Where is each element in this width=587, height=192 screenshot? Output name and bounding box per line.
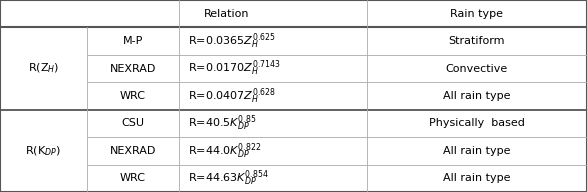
- Text: Relation: Relation: [204, 9, 249, 19]
- Text: R=0.0170$Z_{H}^{\mathregular{0.7143}}$: R=0.0170$Z_{H}^{\mathregular{0.7143}}$: [188, 59, 280, 78]
- Text: R=40.5$K_{DP}^{\mathregular{0.85}}$: R=40.5$K_{DP}^{\mathregular{0.85}}$: [188, 114, 256, 133]
- Text: Rain type: Rain type: [450, 9, 504, 19]
- Text: M-P: M-P: [123, 36, 143, 46]
- Text: All rain type: All rain type: [443, 91, 511, 101]
- Text: All rain type: All rain type: [443, 173, 511, 183]
- Text: R(K$_{DP}$): R(K$_{DP}$): [25, 144, 62, 158]
- Text: R=0.0365$Z_{H}^{\mathregular{0.625}}$: R=0.0365$Z_{H}^{\mathregular{0.625}}$: [188, 31, 276, 51]
- Text: WRC: WRC: [120, 173, 146, 183]
- Text: Stratiform: Stratiform: [448, 36, 505, 46]
- Text: Physically  based: Physically based: [429, 118, 525, 128]
- Text: NEXRAD: NEXRAD: [110, 64, 156, 74]
- Text: Convective: Convective: [446, 64, 508, 74]
- Text: R=44.63$K_{DP}^{\mathregular{0.854}}$: R=44.63$K_{DP}^{\mathregular{0.854}}$: [188, 169, 268, 188]
- Text: NEXRAD: NEXRAD: [110, 146, 156, 156]
- Text: R=44.0$K_{DP}^{\mathregular{0.822}}$: R=44.0$K_{DP}^{\mathregular{0.822}}$: [188, 141, 261, 161]
- Text: WRC: WRC: [120, 91, 146, 101]
- Text: R(Z$_H$): R(Z$_H$): [28, 62, 59, 75]
- Text: CSU: CSU: [122, 118, 144, 128]
- Text: All rain type: All rain type: [443, 146, 511, 156]
- Text: R=0.0407$Z_{H}^{\mathregular{0.628}}$: R=0.0407$Z_{H}^{\mathregular{0.628}}$: [188, 86, 276, 106]
